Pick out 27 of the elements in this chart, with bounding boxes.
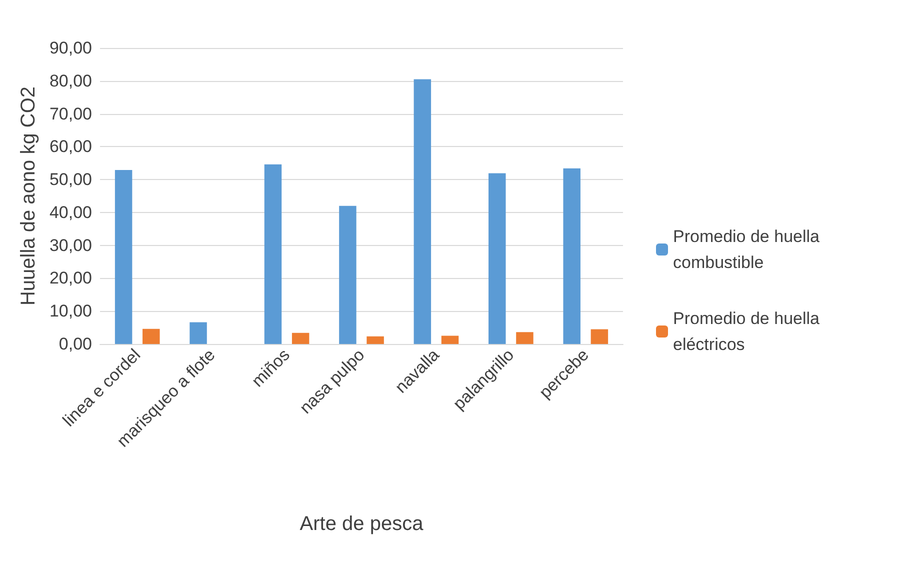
bar xyxy=(264,164,282,344)
bar xyxy=(142,328,160,344)
y-tick-label: 40,00 xyxy=(49,202,92,222)
bar xyxy=(114,170,132,344)
bar xyxy=(488,173,506,344)
y-tick-label: 60,00 xyxy=(49,137,92,156)
legend-label: Promedio de huella combustible xyxy=(673,227,824,272)
bar xyxy=(441,336,459,344)
bar xyxy=(339,206,356,344)
y-tick-label: 50,00 xyxy=(49,170,92,190)
bar xyxy=(590,329,608,344)
bar xyxy=(292,332,310,344)
y-tick-label: 70,00 xyxy=(49,104,92,124)
y-tick-label: 0,00 xyxy=(58,334,92,354)
y-tick-label: 20,00 xyxy=(49,268,92,288)
bar xyxy=(563,168,580,344)
y-tick-label: 30,00 xyxy=(49,236,92,255)
bar xyxy=(366,336,384,344)
bar xyxy=(190,322,207,344)
bar xyxy=(516,332,534,344)
y-tick-label: 80,00 xyxy=(49,71,92,90)
x-axis-title: Arte de pesca xyxy=(300,513,424,535)
y-axis-title: Huuella de aono kg CO2 xyxy=(18,86,40,306)
y-tick-label: 90,00 xyxy=(49,38,92,58)
legend-label: Promedio de huella eléctricos xyxy=(673,309,824,354)
y-tick-label: 10,00 xyxy=(49,302,92,321)
bar xyxy=(414,79,432,344)
